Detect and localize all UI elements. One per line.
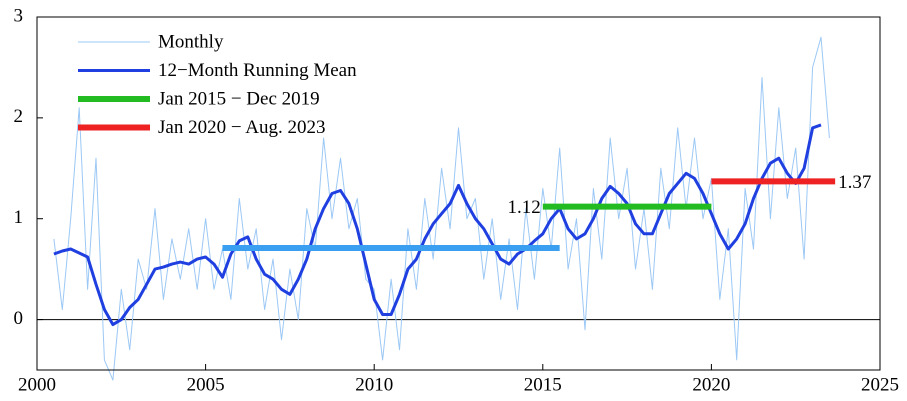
x-tick-label: 2010 (355, 374, 393, 395)
series-line (53, 123, 822, 327)
x-tick-label: 2005 (187, 374, 225, 395)
legend-label: Jan 2015 − Dec 2019 (158, 88, 320, 109)
x-tick-label: 2015 (524, 374, 562, 395)
y-tick-label: 2 (14, 106, 24, 127)
x-tick-label: 2000 (18, 374, 56, 395)
period-mean-label: 1.37 (838, 172, 871, 193)
y-tick-label: 0 (14, 308, 24, 329)
y-tick-label: 3 (14, 5, 24, 26)
legend-label: Jan 2020 − Aug. 2023 (158, 117, 325, 138)
plot-frame (36, 16, 881, 371)
y-tick-label: 1 (14, 207, 24, 228)
legend-label: Monthly (158, 31, 224, 52)
period-mean-label: 1.12 (508, 197, 541, 218)
x-tick-label: 2020 (692, 374, 730, 395)
legend-label: 12−Month Running Mean (158, 60, 357, 81)
x-tick-label: 2025 (861, 374, 899, 395)
